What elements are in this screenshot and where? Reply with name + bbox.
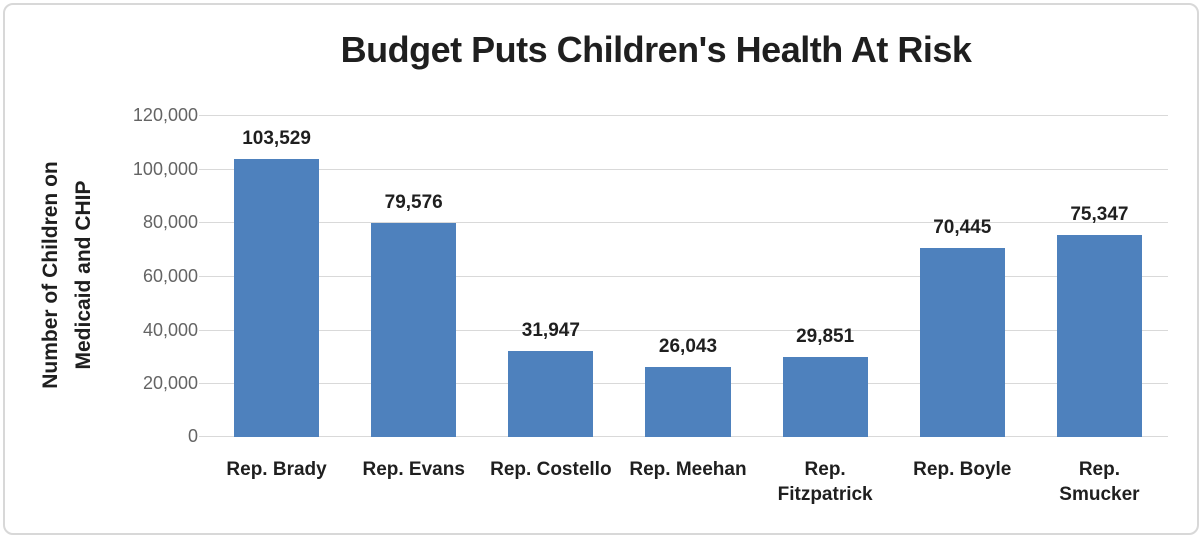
bar-rep-fitzpatrick: [782, 357, 868, 437]
y-tick-label: 60,000: [142, 266, 198, 286]
bar-value-label: 31,947: [521, 320, 580, 341]
y-axis-ticks: 0 20,000 40,000 60,000 80,000 100,000 120,000: [5, 105, 198, 446]
bar-rep-costello: [508, 351, 594, 437]
bar-slot: 103,529: [208, 115, 345, 437]
bar-rep-evans: [371, 223, 457, 437]
chart-title: Budget Puts Children's Health At Risk: [340, 29, 972, 70]
chart-frame: Budget Puts Children's Health At Risk Nu…: [3, 3, 1199, 535]
y-tick-label: 100,000: [132, 159, 198, 179]
bar-rep-boyle: [919, 248, 1005, 437]
bar-slot: 29,851: [757, 115, 894, 437]
y-tick-label: 80,000: [142, 212, 198, 232]
x-axis-labels: Rep. Brady Rep. Evans Rep. Costello Rep. Me…: [208, 457, 1168, 507]
gridline: [199, 169, 1168, 170]
plot-area: 103,529 79,576 31,947 26,043 29,851 70,445 75,…: [199, 115, 1168, 437]
x-category-label: Rep. Boyle: [913, 459, 1012, 480]
bar-series: 103,529 79,576 31,947 26,043 29,851 70,445 75,…: [208, 115, 1168, 437]
bar-slot: 75,347: [1031, 115, 1168, 437]
bar-rep-smucker: [1056, 235, 1142, 437]
x-category-label: Rep. Meehan: [629, 459, 747, 480]
gridline: [199, 222, 1168, 223]
bar-value-label: 75,347: [1070, 204, 1129, 225]
gridline: [199, 115, 1168, 116]
bar-value-label: 103,529: [242, 128, 311, 149]
y-tick-label: 40,000: [142, 320, 198, 340]
gridline: [199, 276, 1168, 277]
x-category-label: Rep. Costello: [490, 459, 612, 480]
gridline: [199, 330, 1168, 331]
y-tick-label: 20,000: [142, 373, 198, 393]
bar-slot: 26,043: [619, 115, 756, 437]
bar-rep-brady: [234, 159, 320, 437]
x-category-label: Rep. Evans: [362, 459, 465, 480]
y-tick-label: 0: [187, 426, 198, 446]
bar-slot: 31,947: [482, 115, 619, 437]
x-category-label: Rep. Fitzpatrick: [777, 459, 873, 505]
bar-value-label: 29,851: [796, 326, 855, 347]
x-category-label: Rep. Brady: [226, 459, 327, 480]
bar-slot: 79,576: [345, 115, 482, 437]
y-tick-label: 120,000: [132, 105, 198, 125]
bar-value-label: 70,445: [933, 217, 992, 238]
x-category-label: Rep. Smucker: [1059, 459, 1140, 505]
bar-value-label: 26,043: [658, 336, 718, 357]
bar-value-label: 79,576: [384, 192, 443, 213]
bar-rep-meehan: [645, 367, 731, 437]
bar-slot: 70,445: [894, 115, 1031, 437]
